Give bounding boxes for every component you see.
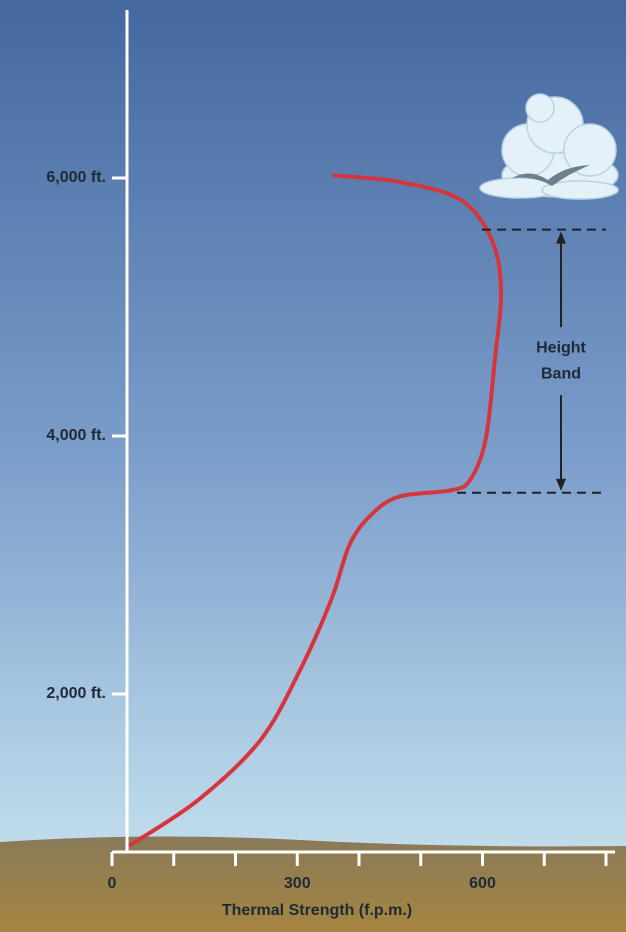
y-tick-label: 4,000 ft.: [46, 427, 106, 444]
bird-icon: [512, 165, 590, 186]
x-tick-label: 300: [284, 875, 311, 892]
thermal-curve: [128, 173, 504, 847]
band-label: Band: [541, 365, 581, 382]
ground: [0, 836, 626, 932]
band-arrowhead-up: [556, 231, 566, 244]
y-tick-label: 6,000 ft.: [46, 169, 106, 186]
x-tick-label: 0: [108, 875, 117, 892]
cloud: [479, 93, 619, 200]
band-arrowhead-down: [556, 478, 566, 491]
x-tick-label: 600: [469, 875, 496, 892]
band-label: Height: [536, 339, 586, 356]
x-axis-label: Thermal Strength (f.p.m.): [222, 902, 412, 919]
y-tick-label: 2,000 ft.: [46, 685, 106, 702]
